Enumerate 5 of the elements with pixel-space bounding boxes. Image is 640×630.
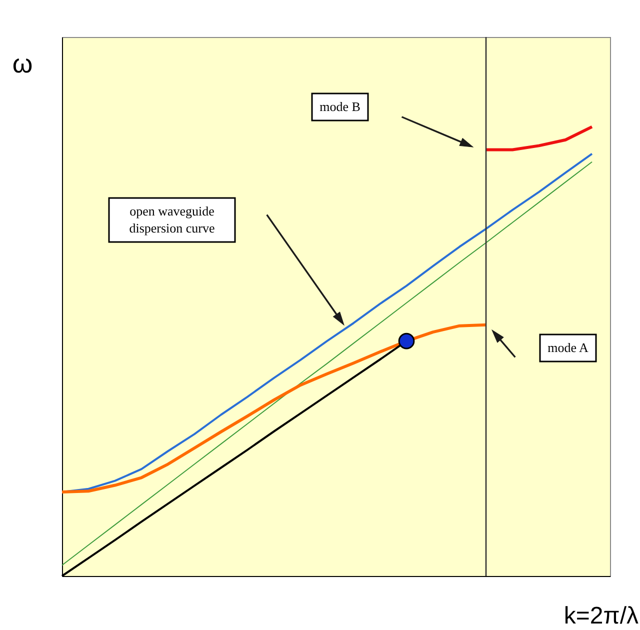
annotation: mode A — [548, 340, 590, 355]
x-axis-title: k=2π/λ — [564, 602, 638, 630]
y-axis-title: ω — [12, 48, 33, 78]
text: mode B — [320, 99, 361, 114]
annotation: open waveguide dispersion curve — [129, 204, 216, 236]
